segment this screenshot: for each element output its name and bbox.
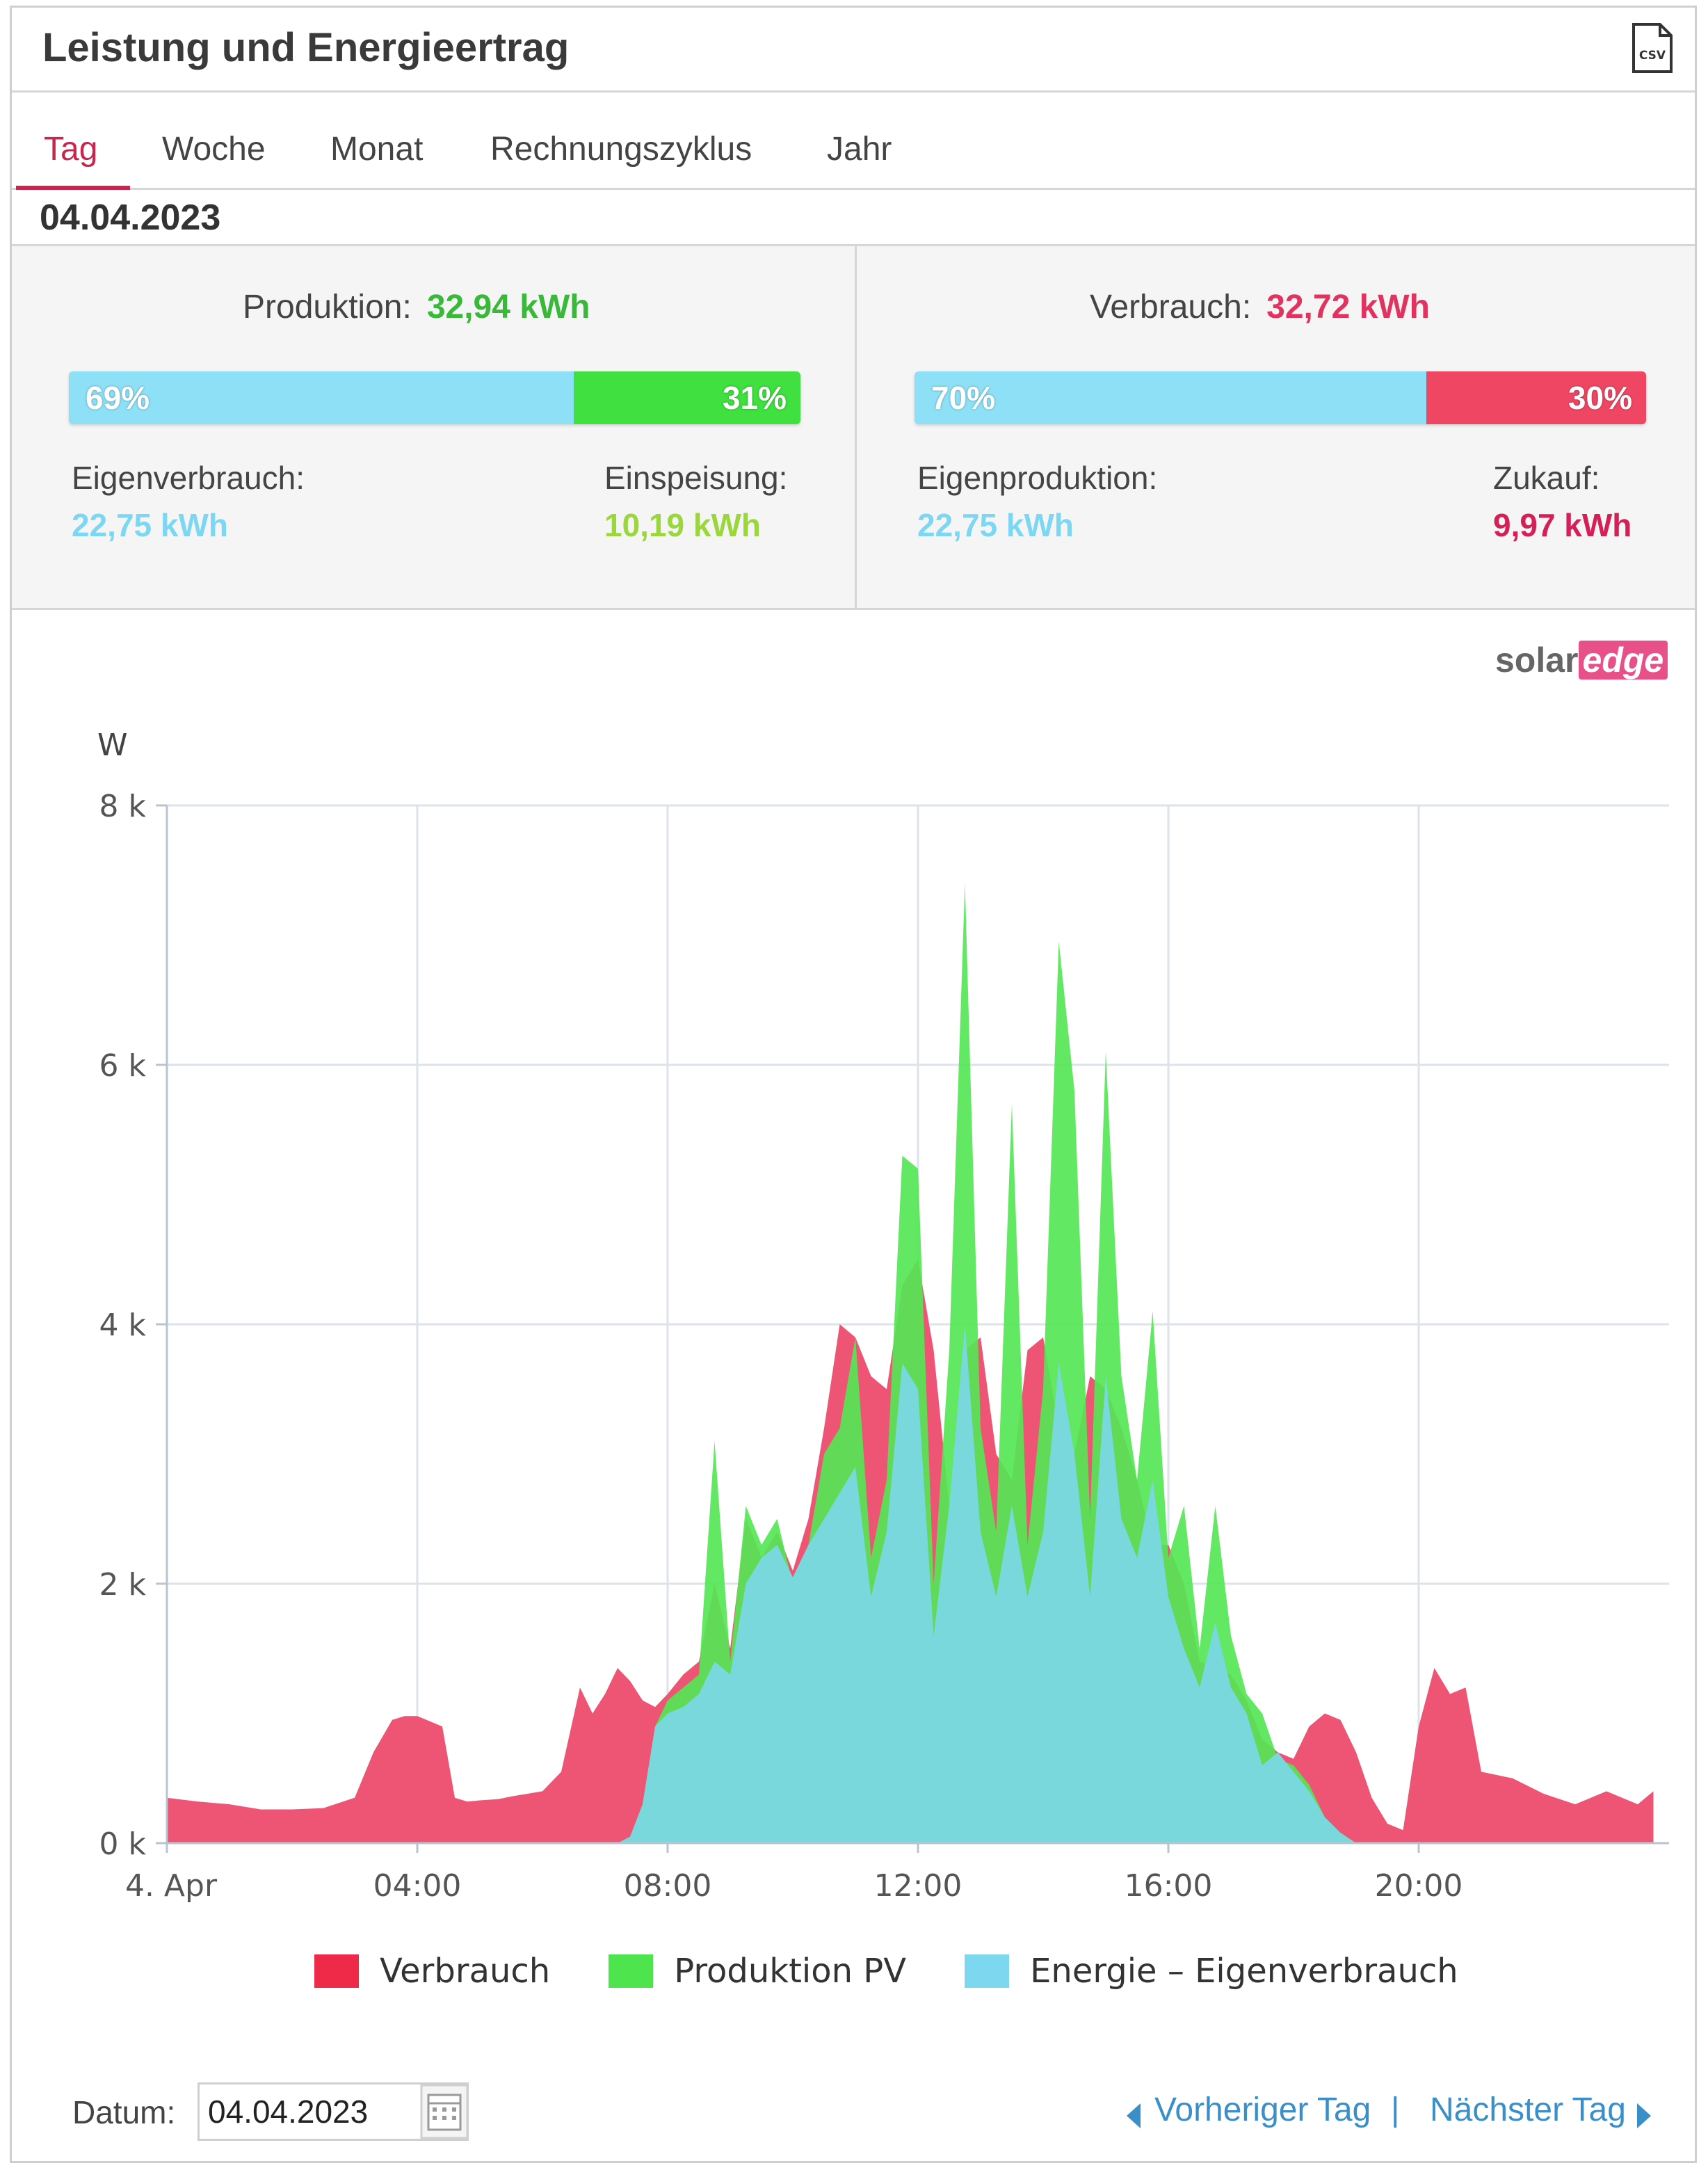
area-series-energie-eigenverbrauch <box>167 1324 1654 1843</box>
consumption-self-segment: 70% <box>915 371 1427 424</box>
legend-item-eigenverbrauch[interactable]: Energie – Eigenverbrauch <box>965 1952 1458 1991</box>
purchase-value: 9,97 kWh <box>1493 507 1632 543</box>
solaredge-logo: solar edge <box>1495 640 1668 680</box>
y-tick-label: 8 k <box>99 789 147 824</box>
legend-item-produktion[interactable]: Produktion PV <box>609 1952 906 1991</box>
legend-item-verbrauch[interactable]: Verbrauch <box>314 1952 550 1991</box>
purchase-label: Zukauf: <box>1493 460 1600 496</box>
feed-in-value: 10,19 kWh <box>604 507 761 543</box>
tab-woche[interactable]: Woche <box>162 131 266 168</box>
consumption-bar: 70% 30% <box>915 371 1646 424</box>
legend-label-verbrauch: Verbrauch <box>380 1952 551 1991</box>
consumption-purchase-segment: 30% <box>1426 371 1646 424</box>
widget-header: Leistung und Energieertrag CSV <box>12 8 1695 93</box>
tab-tag[interactable]: Tag <box>44 131 98 168</box>
legend-swatch-verbrauch <box>314 1954 359 1988</box>
x-tick-label: 08:00 <box>624 1868 712 1904</box>
consumption-heading: Verbrauch: 32,72 kWh <box>1090 288 1430 326</box>
energy-summary: Produktion: 32,94 kWh 69% 31% Eigenverbra… <box>12 244 1695 610</box>
next-day-link[interactable]: Nächster Tag <box>1430 2091 1626 2128</box>
feed-in-label: Einspeisung: <box>604 460 788 496</box>
production-label: Produktion: <box>243 289 412 326</box>
selected-date-heading: 04.04.2023 <box>40 198 221 238</box>
tab-rechnungszyklus[interactable]: Rechnungszyklus <box>490 131 752 168</box>
legend-swatch-produktion <box>609 1954 654 1988</box>
chevron-right-icon[interactable] <box>1637 2103 1651 2128</box>
y-tick-label: 4 k <box>99 1308 147 1343</box>
widget-title: Leistung und Energieertrag <box>42 25 570 70</box>
y-axis-label: W <box>97 728 128 763</box>
tab-monat[interactable]: Monat <box>330 131 424 168</box>
x-tick-label: 12:00 <box>874 1868 962 1904</box>
x-tick-label: 16:00 <box>1125 1868 1213 1904</box>
legend-label-eigenverbrauch: Energie – Eigenverbrauch <box>1030 1952 1458 1991</box>
csv-file-icon[interactable]: CSV <box>1629 23 1674 73</box>
summary-divider <box>855 246 857 608</box>
svg-text:CSV: CSV <box>1639 49 1666 63</box>
legend-label-produktion: Produktion PV <box>674 1952 907 1991</box>
nav-separator: | <box>1391 2091 1400 2128</box>
calendar-icon[interactable] <box>420 2084 469 2139</box>
production-feed-segment: 31% <box>573 371 800 424</box>
x-tick-label: 4. Apr <box>125 1868 218 1904</box>
self-production-label: Eigenproduktion: <box>917 460 1158 496</box>
production-value: 32,94 kWh <box>426 289 590 326</box>
active-tab-indicator <box>16 186 130 190</box>
self-production-value: 22,75 kWh <box>917 507 1074 543</box>
consumption-value: 32,72 kWh <box>1266 289 1430 326</box>
production-self-segment: 69% <box>69 371 574 424</box>
chart-legend: Verbrauch Produktion PV Energie – Eigenv… <box>314 1952 1517 1991</box>
chevron-left-icon[interactable] <box>1127 2103 1141 2128</box>
tab-jahr[interactable]: Jahr <box>827 131 892 168</box>
logo-edge-text: edge <box>1578 641 1668 680</box>
legend-swatch-eigenverbrauch <box>965 1954 1010 1988</box>
y-tick-label: 0 k <box>99 1826 147 1862</box>
date-field-label: Datum: <box>72 2094 176 2130</box>
area-series-produktion-pv <box>167 883 1654 1843</box>
period-tabs: Tag Woche Monat Rechnungszyklus Jahr <box>12 93 1695 190</box>
previous-day-link[interactable]: Vorheriger Tag <box>1154 2091 1371 2128</box>
production-bar: 69% 31% <box>69 371 800 424</box>
consumption-label: Verbrauch: <box>1090 289 1252 326</box>
x-tick-label: 20:00 <box>1375 1868 1463 1904</box>
production-heading: Produktion: 32,94 kWh <box>243 288 590 326</box>
self-consumption-label: Eigenverbrauch: <box>72 460 305 496</box>
logo-solar-text: solar <box>1495 641 1579 680</box>
y-tick-label: 2 k <box>99 1567 147 1602</box>
self-consumption-value: 22,75 kWh <box>72 507 228 543</box>
x-tick-label: 04:00 <box>373 1868 462 1904</box>
y-tick-label: 6 k <box>99 1048 147 1084</box>
